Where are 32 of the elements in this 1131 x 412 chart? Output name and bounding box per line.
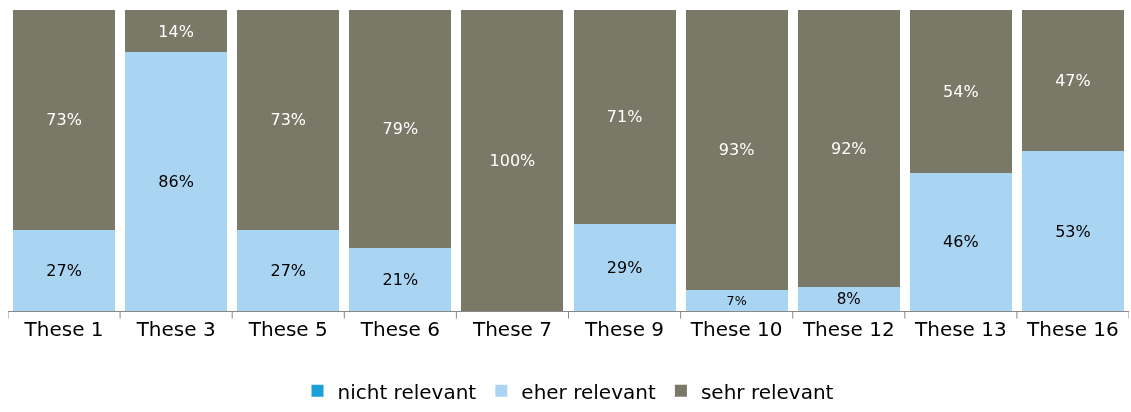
data-label: 27% bbox=[270, 260, 307, 280]
legend-label: nicht relevant bbox=[337, 379, 477, 404]
x-tick-label: These 5 bbox=[247, 317, 328, 341]
data-label: 73% bbox=[270, 110, 307, 130]
x-tick-label: These 1 bbox=[23, 317, 104, 341]
data-label: 53% bbox=[1055, 221, 1091, 241]
data-label: 100% bbox=[489, 151, 536, 170]
data-label: 46% bbox=[943, 232, 979, 252]
data-label: 71% bbox=[606, 107, 643, 127]
data-label: 7% bbox=[726, 292, 747, 308]
x-tick-label: These 3 bbox=[135, 317, 216, 341]
x-tick-label: These 12 bbox=[801, 317, 895, 341]
data-label: 86% bbox=[158, 172, 194, 192]
data-label: 29% bbox=[606, 257, 643, 277]
x-tick-label: These 16 bbox=[1026, 317, 1119, 341]
data-label: 47% bbox=[1055, 71, 1091, 91]
x-tick-label: These 7 bbox=[471, 317, 552, 341]
legend-label: eher relevant bbox=[521, 379, 656, 404]
data-label: 79% bbox=[382, 119, 419, 139]
x-tick-label: These 13 bbox=[913, 317, 1007, 341]
data-label: 14% bbox=[158, 21, 194, 41]
x-tick-label: These 6 bbox=[359, 317, 440, 341]
x-tick-label: These 10 bbox=[689, 317, 783, 341]
legend-label: sehr relevant bbox=[700, 379, 834, 404]
data-label: 93% bbox=[718, 140, 755, 160]
data-label: 8% bbox=[836, 290, 861, 309]
x-tick-label: These 9 bbox=[584, 317, 665, 341]
data-label: 27% bbox=[46, 260, 82, 280]
data-label: 73% bbox=[46, 110, 82, 130]
data-label: 54% bbox=[943, 81, 979, 101]
data-label: 92% bbox=[830, 138, 867, 158]
data-label: 21% bbox=[382, 269, 419, 289]
